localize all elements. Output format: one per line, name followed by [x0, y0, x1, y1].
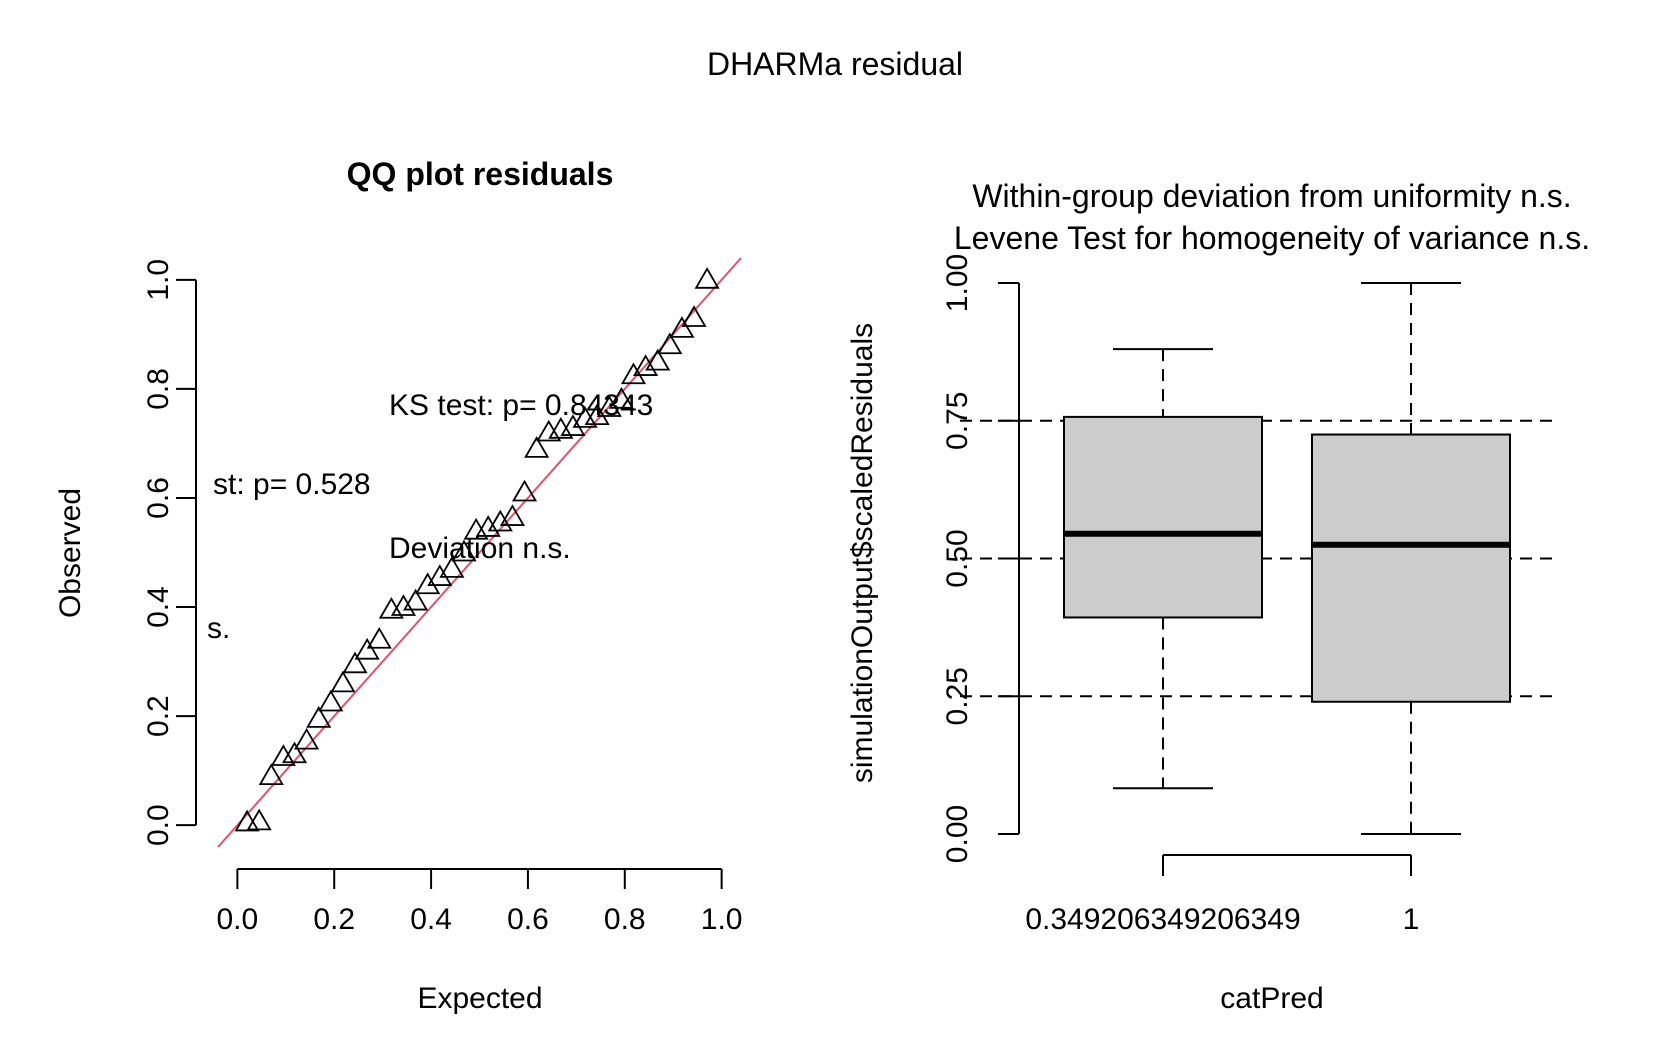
- qq-point: [306, 706, 332, 728]
- box-body: [1311, 433, 1511, 703]
- qq-point: [451, 539, 477, 562]
- qq-point: [258, 763, 284, 786]
- qq-point: [390, 594, 417, 616]
- qq-point: [366, 626, 392, 649]
- box-y-tick-label: 0.75: [941, 392, 974, 450]
- box-x-tick-label: 0.349206349206349: [1025, 903, 1300, 936]
- qq-point: [270, 744, 296, 766]
- qq-point: [524, 436, 550, 458]
- qq-axes: 0.0 0.2 0.4 0.6 0.8 1.0 0.0 0.2 0.4 0.6 0.8 1.0: [142, 259, 742, 936]
- box-plot: Within-group deviation from uniformity n…: [846, 178, 1590, 1015]
- qq-point: [584, 403, 610, 426]
- qq-x-tick-label: 0.0: [217, 903, 259, 936]
- qq-x-tick-label: 0.2: [313, 903, 355, 936]
- qq-point: [354, 637, 380, 660]
- qq-point: [281, 741, 308, 764]
- qq-y-tick-label: 0.4: [142, 586, 175, 628]
- qq-point: [318, 689, 344, 712]
- qq-point: [246, 808, 272, 831]
- qq-point: [294, 727, 320, 750]
- qq-y-tick-label: 0.0: [142, 804, 175, 846]
- page-title: DHARMa residual: [707, 46, 963, 82]
- qq-y-tick-label: 0.2: [142, 695, 175, 737]
- qq-x-tick-label: 0.8: [604, 903, 646, 936]
- qq-annotation-outlier: s.: [207, 612, 230, 645]
- box-y-axis-label: simulationOutput$scaledResiduals: [846, 323, 879, 783]
- qq-y-tick-label: 0.6: [142, 477, 175, 519]
- qq-point: [330, 670, 356, 693]
- qq-annotation-ks: KS test: p= 0.84343: [389, 389, 653, 422]
- qq-y-axis-label: Observed: [54, 488, 87, 618]
- qq-point: [608, 387, 634, 409]
- box-y-tick-label: 0.25: [941, 667, 974, 725]
- box-group: [1063, 348, 1263, 790]
- qq-y-tick-label: 1.0: [142, 259, 175, 301]
- qq-point: [427, 564, 453, 586]
- qq-point: [694, 267, 720, 289]
- box-items: [1063, 282, 1511, 835]
- qq-annotation-deviation: Deviation n.s.: [389, 532, 571, 565]
- qq-point: [669, 316, 695, 338]
- qq-point: [596, 395, 622, 417]
- qq-point: [560, 414, 586, 436]
- qq-points: [234, 267, 720, 832]
- qq-point: [487, 509, 513, 532]
- qq-point: [645, 348, 671, 371]
- box-y-tick-label: 0.50: [941, 529, 974, 587]
- qq-x-tick-label: 1.0: [701, 903, 743, 936]
- qq-x-axis-label: Expected: [417, 982, 542, 1015]
- box-plot-title: Within-group deviation from uniformity n…: [972, 178, 1571, 214]
- qq-point: [499, 504, 525, 526]
- qq-point: [415, 572, 441, 595]
- box-y-tick-label: 1.00: [941, 254, 974, 312]
- box-x-axis-label: catPred: [1220, 982, 1323, 1015]
- qq-x-tick-label: 0.4: [410, 903, 452, 936]
- qq-point: [681, 305, 707, 327]
- qq-plot: QQ plot residuals 0.0 0.2 0.4 0.6 0.8 1.00.00…: [54, 156, 742, 1015]
- box-y-tick-label: 0.00: [941, 805, 974, 863]
- qq-x-tick-label: 0.6: [507, 903, 549, 936]
- qq-y-tick-label: 0.8: [142, 368, 175, 410]
- qq-point: [620, 362, 647, 385]
- qq-point: [439, 556, 465, 578]
- box-body: [1063, 415, 1263, 619]
- box-x-tick-label: 1: [1403, 903, 1420, 936]
- qq-point: [403, 588, 429, 611]
- qq-point: [342, 651, 368, 674]
- qq-point: [657, 332, 683, 355]
- qq-point: [475, 515, 501, 537]
- qq-plot-title: QQ plot residuals: [347, 156, 614, 192]
- qq-point: [633, 354, 659, 376]
- box-axes: 0.00 0.25 0.50 0.75 1.00 0.349206349206349 1: [941, 254, 1419, 936]
- qq-annotation-dispersion: st: p= 0.528: [213, 468, 371, 501]
- qq-point: [511, 479, 538, 502]
- box-plot-subtitle: Levene Test for homogeneity of variance …: [954, 220, 1590, 256]
- box-group: [1311, 282, 1511, 835]
